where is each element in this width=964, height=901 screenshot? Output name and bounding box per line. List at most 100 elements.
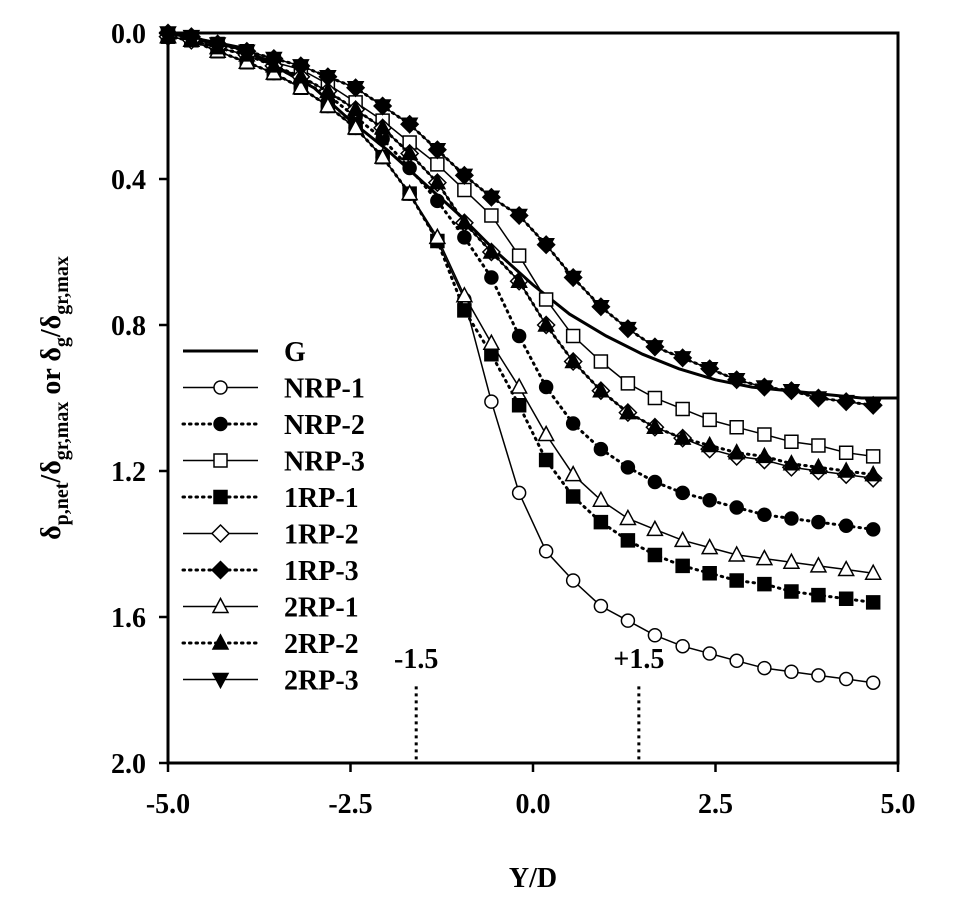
data-point — [755, 380, 774, 397]
data-point — [729, 500, 744, 515]
data-point — [811, 587, 826, 603]
legend-entry: 1RP-3 — [181, 556, 359, 587]
data-point — [400, 184, 419, 201]
data-point — [484, 270, 499, 285]
data-point — [265, 51, 283, 69]
data-point — [455, 286, 474, 303]
data-point — [510, 208, 528, 226]
legend-entry: NRP-1 — [183, 374, 365, 405]
data-point — [727, 443, 746, 460]
data-point — [319, 81, 337, 99]
data-point — [700, 538, 719, 555]
legend-label: G — [284, 337, 306, 368]
data-point — [538, 379, 554, 395]
data-point — [484, 208, 499, 223]
data-point — [647, 547, 663, 563]
legend-label: 1RP-3 — [284, 556, 359, 587]
data-point — [373, 118, 392, 135]
data-point — [346, 100, 365, 117]
data-point — [700, 435, 719, 453]
data-point — [838, 445, 854, 460]
data-point — [537, 237, 555, 255]
data-point — [565, 489, 581, 504]
data-point — [430, 193, 445, 209]
y-axis-title: δp,net/δgr,max or δg/δgr,max — [36, 256, 73, 540]
data-point — [811, 438, 826, 453]
data-point — [292, 59, 310, 76]
data-point — [511, 248, 527, 263]
data-point — [565, 416, 581, 431]
data-point — [373, 99, 392, 116]
data-point — [593, 354, 609, 369]
data-point — [673, 351, 692, 368]
data-point — [537, 315, 555, 332]
data-point — [373, 147, 392, 164]
y-tick-label: 1.6 — [111, 603, 146, 634]
data-point — [757, 427, 772, 442]
series-1rp-1 — [160, 29, 881, 610]
data-point — [620, 613, 636, 628]
x-tick-label: -2.5 — [328, 789, 372, 820]
data-point — [755, 446, 774, 464]
y-axis-title-part: /δ — [36, 460, 67, 483]
data-point — [428, 173, 447, 190]
data-point — [757, 576, 772, 592]
data-point — [700, 362, 719, 379]
data-point — [864, 465, 882, 482]
plot-frame — [166, 31, 900, 765]
data-point — [811, 668, 826, 683]
data-point — [729, 573, 744, 588]
data-point — [484, 394, 499, 409]
data-point — [837, 559, 855, 577]
series-2rp-3 — [159, 26, 882, 415]
data-point — [208, 37, 227, 54]
legend-marker — [211, 672, 230, 690]
y-axis-title-part: δ — [36, 525, 67, 540]
y-axis-title-part: p,net — [51, 482, 73, 525]
data-point — [619, 321, 637, 339]
y-axis-title-part: gr,max — [51, 402, 73, 461]
data-point — [511, 485, 527, 501]
data-point — [864, 398, 882, 415]
data-point — [565, 573, 581, 588]
data-point — [865, 522, 881, 537]
data-point — [455, 168, 474, 185]
legend-entry: 1RP-2 — [183, 520, 359, 551]
data-point — [784, 664, 799, 679]
y-axis-title-part: /δ — [36, 315, 67, 338]
data-point — [619, 403, 637, 420]
data-point — [784, 511, 799, 526]
data-point — [757, 507, 772, 523]
data-point — [400, 117, 419, 134]
data-point — [511, 398, 527, 413]
data-point — [538, 292, 554, 307]
data-point — [346, 81, 365, 98]
data-point — [811, 514, 826, 530]
data-point — [538, 452, 554, 468]
data-point — [510, 377, 528, 394]
data-point — [511, 328, 527, 344]
y-tick-label: 0.8 — [111, 311, 146, 342]
legend-marker — [213, 416, 228, 432]
legend-entry: G — [183, 337, 306, 368]
x-tick-label: 0.0 — [516, 789, 551, 820]
y-axis-title-part: gr,max — [51, 256, 73, 315]
legend-entry: 2RP-2 — [181, 629, 359, 660]
data-point — [702, 565, 717, 581]
data-point — [675, 401, 690, 417]
data-point — [428, 227, 447, 245]
data-point — [593, 598, 609, 614]
data-point — [837, 461, 855, 478]
legend-entry: 2RP-3 — [183, 666, 359, 697]
data-point — [592, 490, 610, 507]
data-point — [510, 271, 528, 288]
legend-label: 1RP-1 — [284, 483, 359, 514]
data-point — [757, 660, 772, 676]
data-point — [238, 44, 256, 61]
data-point — [647, 474, 663, 490]
data-point — [755, 549, 774, 566]
data-point — [673, 530, 692, 548]
data-point — [729, 419, 744, 435]
data-point — [593, 514, 609, 530]
